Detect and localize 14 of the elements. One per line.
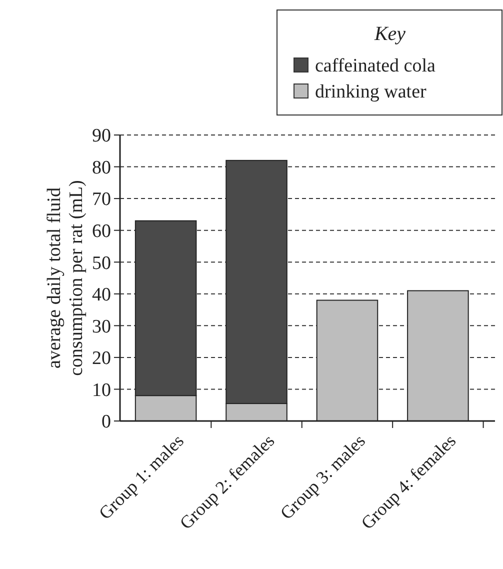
legend-label: drinking water	[315, 82, 427, 103]
y-tick-label: 20	[92, 348, 111, 370]
y-tick-label: 10	[92, 380, 111, 401]
y-tick-label: 90	[92, 126, 111, 147]
y-tick-label: 80	[92, 157, 111, 178]
y-tick-label: 60	[92, 220, 111, 242]
y-tick-label: 70	[92, 189, 111, 210]
y-tick-label: 50	[92, 252, 111, 274]
y-tick-label: 30	[92, 316, 111, 338]
legend-title: Key	[373, 23, 406, 45]
y-axis-title: average daily total fluid consumption per rat (mL)	[44, 180, 87, 376]
legend-label: caffeinated cola	[315, 56, 436, 77]
y-tick-label: 40	[92, 284, 111, 306]
y-tick-label: 0	[102, 412, 111, 433]
